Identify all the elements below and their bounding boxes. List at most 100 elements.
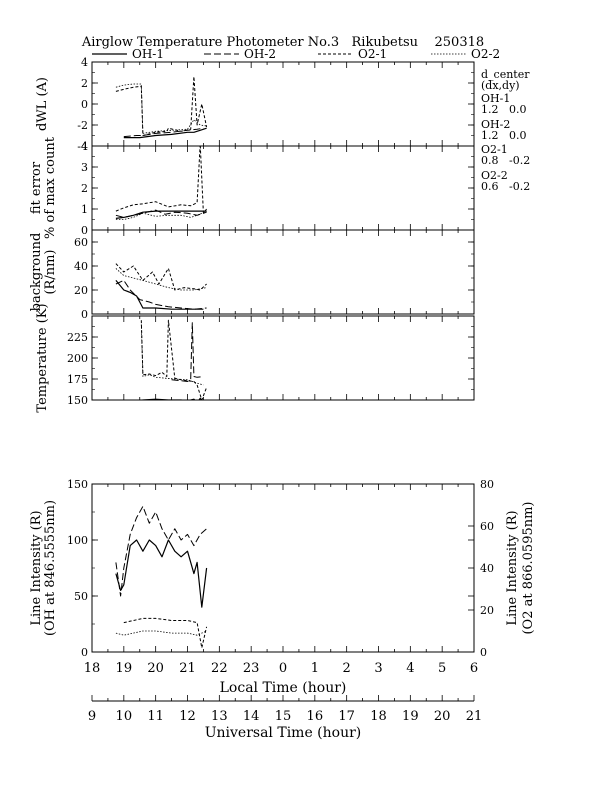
series-oh-1 [115,539,208,608]
series-o2-1 [123,617,208,649]
y-right-tick-label: 20 [480,604,494,617]
y-tick-label: 2 [81,182,88,195]
legend-label-oh-1: OH-1 [132,47,164,61]
ut-tick-label: 21 [466,709,483,724]
side-info-name: OH-1 [481,92,510,105]
ut-tick-label: 13 [211,709,228,724]
ut-tick-label: 11 [147,709,164,724]
y-tick-label: -4 [77,140,88,153]
y-tick-label: 60 [74,236,88,249]
universal-time-label: Universal Time (hour) [205,725,362,741]
y-tick-label: 2 [81,77,88,90]
ut-tick-label: 14 [243,709,260,724]
ut-tick-label: 18 [370,709,387,724]
series-o2-1 [140,319,208,400]
lt-tick-label: 19 [116,661,133,676]
series-oh-1 [115,280,204,310]
y-axis-label: (R/nm) [43,249,58,294]
legend-label-oh-2: OH-2 [244,47,276,61]
y-tick-label: 4 [81,56,88,69]
y-tick-label: 4 [81,140,88,153]
series-oh-1 [123,127,207,139]
series-oh-2 [115,505,207,597]
y-axis-label: % of max count [43,136,58,239]
y-axis-label: (OH at 846.5555nm) [43,500,58,636]
chart-title: Airglow Temperature Photometer No.3 Riku… [81,35,484,50]
lt-tick-label: 23 [243,661,260,676]
series-o2-2 [115,210,207,220]
side-info-name: OH-2 [481,118,510,131]
panel-frame [91,145,475,231]
lt-tick-label: 4 [406,661,414,676]
y-tick-label: 225 [67,331,88,344]
local-time-label: Local Time (hour) [220,680,347,696]
panels: -4 -2 0 2 4 dWL (A) 0 1 2 3 4 fit error% of max cou… [29,56,536,659]
legend-label-o2-1: O2-1 [358,47,387,61]
y-right-tick-label: 60 [480,520,494,533]
lt-tick-label: 3 [374,661,382,676]
side-info-name: O2-1 [481,143,508,156]
y-tick-label: 20 [74,284,88,297]
y-tick-label: 175 [67,373,88,386]
y-tick-label: 0 [81,308,88,321]
y-right-axis-label: Line Intensity (R) [505,510,520,625]
universal-time-axis: 9 10 11 12 13 14 15 16 17 18 19 20 21 [88,695,482,724]
lt-tick-label: 22 [211,661,228,676]
series-o2-2 [140,324,204,386]
y-tick-label: 0 [81,98,88,111]
series-o2-2 [115,83,207,134]
lt-tick-label: 21 [179,661,196,676]
y-axis-label: Line Intensity (R) [29,510,44,625]
y-tick-label: 0 [81,224,88,237]
series-oh-2 [115,209,207,218]
y-tick-label: 3 [81,161,88,174]
series-oh-1 [139,397,207,400]
side-info: d_center(dx,dy)OH-11.2 0.0OH-21.2 0.0O2-… [481,68,530,193]
ut-tick-label: 20 [434,709,451,724]
series-group [115,146,207,220]
y-axis-label: Temperature (K) [35,303,50,412]
lt-tick-label: 1 [311,661,319,676]
series-group [139,319,208,400]
y-tick-label: 150 [67,478,88,491]
panel-2: 0 1 2 3 4 fit error% of max count [29,136,475,239]
series-oh-2 [115,279,207,310]
series-oh-2 [171,322,204,382]
side-info-value: 0.8 -0.2 [481,154,530,167]
y-tick-label: 150 [67,394,88,407]
ut-tick-label: 10 [116,709,133,724]
y-right-tick-label: 40 [480,562,494,575]
y-axis-label: background [29,233,44,312]
y-tick-label: 50 [74,590,88,603]
y-tick-label: 100 [67,534,88,547]
y-tick-label: 40 [74,260,88,273]
panel-frame [91,229,475,315]
side-info-value: 1.2 0.0 [481,129,526,142]
y-tick-label: -2 [77,119,88,132]
y-axis-label: fit error [29,161,44,214]
series-o2-1 [115,263,207,291]
panel-4: 150 175 200 225 Temperature (K) [35,303,475,413]
side-info-value: 1.2 0.0 [481,103,526,116]
y-right-tick-label: 0 [480,646,487,659]
ut-tick-label: 17 [338,709,355,724]
panel-1: -4 -2 0 2 4 dWL (A) [35,56,475,153]
side-info-header: d_center [481,68,530,81]
panel-3: 0 20 40 60 background (R/nm) [29,229,475,321]
lt-tick-label: 18 [84,661,101,676]
lt-tick-label: 20 [147,661,164,676]
ut-tick-label: 9 [88,709,96,724]
ut-tick-label: 19 [402,709,419,724]
ut-tick-label: 16 [307,709,324,724]
side-info-name: O2-2 [481,169,508,182]
side-info-subheader: (dx,dy) [481,79,520,92]
y-tick-label: 0 [81,646,88,659]
y-right-tick-label: 80 [480,478,494,491]
y-right-axis-label: (O2 at 866.0595nm) [521,501,536,634]
series-o2-1 [115,76,208,136]
series-o2-2 [115,630,207,636]
local-time-axis: 18 19 20 21 22 23 0 1 2 3 4 5 6 [84,661,478,676]
legend-label-o2-2: O2-2 [471,47,500,61]
series-oh-2 [123,127,204,138]
